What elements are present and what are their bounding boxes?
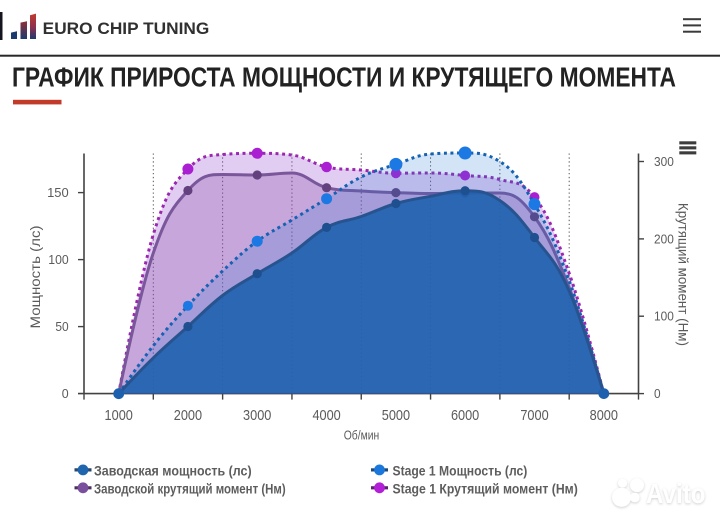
svg-text:ГРАФИК ПРИРОСТА МОЩНОСТИ И КРУ: ГРАФИК ПРИРОСТА МОЩНОСТИ И КРУТЯЩЕГО МОМ… [12, 61, 676, 92]
svg-text:Avito: Avito [646, 478, 706, 509]
svg-text:6000: 6000 [451, 407, 479, 424]
svg-text:100: 100 [48, 253, 68, 267]
svg-text:100: 100 [654, 310, 674, 324]
svg-text:50: 50 [55, 320, 68, 334]
svg-text:Об/мин: Об/мин [344, 427, 380, 442]
svg-text:200: 200 [654, 232, 674, 246]
svg-text:Stage 1 Мощность (лс): Stage 1 Мощность (лс) [393, 463, 528, 479]
svg-text:Мощность (лс): Мощность (лс) [27, 226, 43, 329]
svg-text:0: 0 [62, 387, 69, 401]
svg-text:8000: 8000 [590, 407, 618, 424]
svg-text:0: 0 [654, 387, 661, 401]
svg-text:Заводская мощность (лс): Заводская мощность (лс) [94, 463, 252, 479]
svg-text:5000: 5000 [382, 407, 410, 424]
svg-text:Заводской крутящий момент (Нм): Заводской крутящий момент (Нм) [94, 480, 286, 496]
svg-text:4000: 4000 [312, 407, 340, 424]
svg-text:Крутящий момент (Нм): Крутящий момент (Нм) [676, 203, 692, 346]
svg-text:1000: 1000 [105, 407, 133, 424]
svg-text:300: 300 [654, 155, 674, 169]
svg-text:Stage 1 Крутящий момент (Нм): Stage 1 Крутящий момент (Нм) [393, 480, 578, 496]
svg-text:2000: 2000 [174, 407, 202, 424]
svg-text:150: 150 [47, 186, 69, 200]
svg-text:3000: 3000 [243, 407, 271, 424]
svg-text:EURO CHIP TUNING: EURO CHIP TUNING [43, 20, 210, 38]
svg-text:7000: 7000 [520, 407, 548, 424]
